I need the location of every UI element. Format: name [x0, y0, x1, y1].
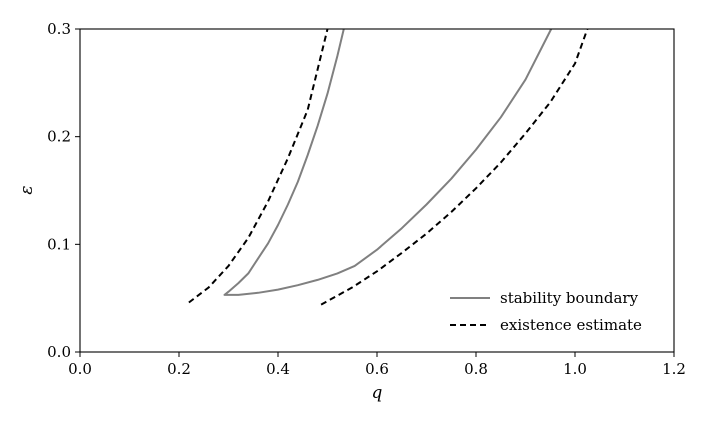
legend-label-existence-estimate: existence estimate	[500, 316, 642, 334]
y-tick-label-2: 0.2	[47, 128, 71, 146]
curves	[188, 28, 589, 306]
x-tick-label-5: 1.0	[563, 360, 587, 378]
y-tick-label-1: 0.1	[47, 235, 71, 253]
x-axis-ticks: 0.0 0.2 0.4 0.6 0.8 1.0 1.2	[68, 352, 686, 378]
y-tick-label-3: 0.3	[47, 20, 71, 38]
y-axis-label: ε	[17, 185, 37, 194]
x-tick-label-4: 0.8	[464, 360, 488, 378]
x-axis-label: q	[372, 383, 383, 403]
x-tick-label-6: 1.2	[662, 360, 686, 378]
series-stability-boundary	[223, 28, 553, 296]
y-axis-ticks: 0.0 0.1 0.2 0.3	[47, 20, 80, 361]
x-tick-label-1: 0.2	[167, 360, 191, 378]
x-tick-label-3: 0.6	[365, 360, 389, 378]
legend-label-stability-boundary: stability boundary	[500, 289, 639, 307]
x-tick-label-0: 0.0	[68, 360, 92, 378]
x-tick-label-2: 0.4	[266, 360, 290, 378]
y-tick-label-0: 0.0	[47, 343, 71, 361]
series-existence-estimate-right	[320, 28, 589, 306]
legend: stability boundary existence estimate	[450, 289, 642, 334]
series-existence-estimate	[188, 28, 329, 304]
